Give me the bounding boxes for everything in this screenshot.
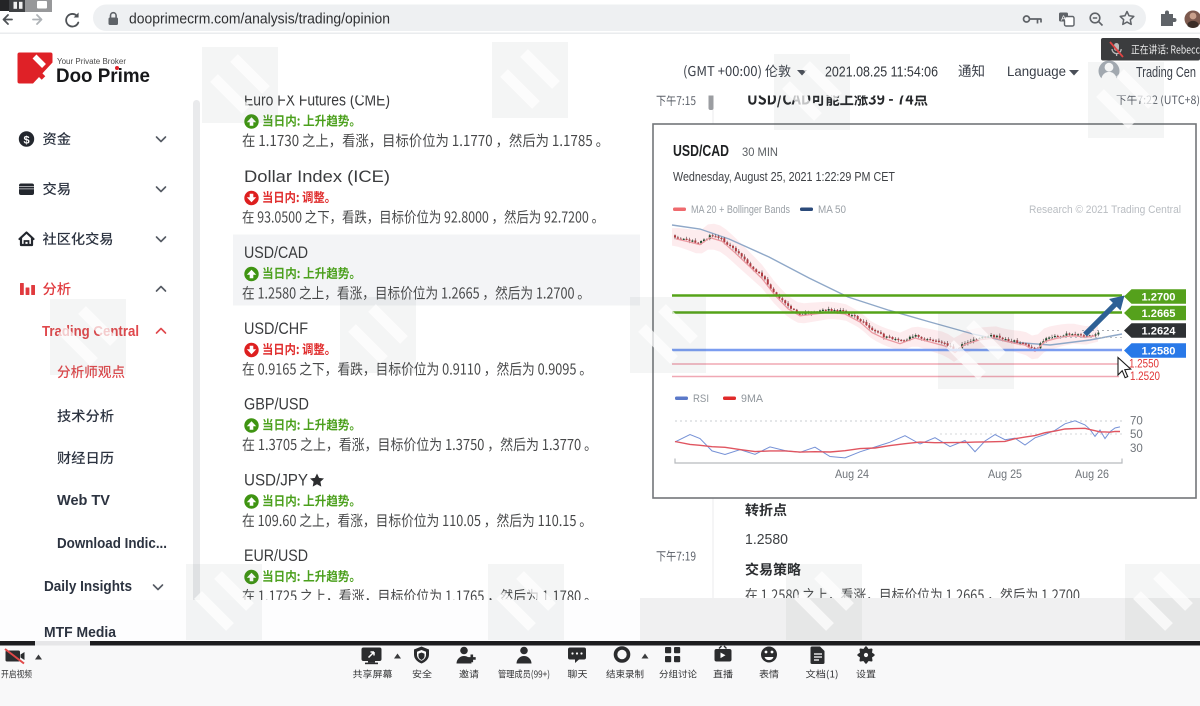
svg-text:Research © 2021 Trading Centra: Research © 2021 Trading Central <box>1029 204 1181 216</box>
svg-text:MA 50: MA 50 <box>818 204 846 216</box>
svg-text:USD/CAD: USD/CAD <box>244 243 308 262</box>
svg-text:EUR/USD: EUR/USD <box>244 546 308 565</box>
svg-text:1.2580: 1.2580 <box>745 532 788 548</box>
svg-text:MTF Media: MTF Media <box>44 624 117 641</box>
svg-text:1.2700: 1.2700 <box>1142 291 1176 303</box>
svg-text:30 MIN: 30 MIN <box>742 145 778 159</box>
svg-text:$: $ <box>23 135 29 147</box>
svg-text:USD/CHF: USD/CHF <box>244 319 308 338</box>
svg-text:Language: Language <box>1007 63 1066 79</box>
svg-text:Daily Insights: Daily Insights <box>44 578 132 595</box>
svg-text:A: A <box>1061 14 1066 23</box>
svg-text:USD/CAD: USD/CAD <box>673 143 729 160</box>
svg-text:Aug 25: Aug 25 <box>988 469 1022 481</box>
svg-text:Dollar Index (ICE): Dollar Index (ICE) <box>244 167 390 186</box>
svg-text:1.2665: 1.2665 <box>1142 308 1176 320</box>
svg-text:30: 30 <box>1130 443 1143 455</box>
svg-text:dooprimecrm.com/analysis/tradi: dooprimecrm.com/analysis/trading/opinion <box>129 11 390 28</box>
svg-text:1.2580: 1.2580 <box>1142 345 1176 357</box>
svg-text:70: 70 <box>1130 416 1143 428</box>
svg-text:50: 50 <box>1130 429 1143 441</box>
svg-text:Download Indic...: Download Indic... <box>57 535 167 552</box>
svg-text:Aug 24: Aug 24 <box>835 469 870 481</box>
svg-text:USD/JPY: USD/JPY <box>244 471 308 490</box>
svg-text:Doo Prime: Doo Prime <box>56 65 150 87</box>
svg-text:Your Private Broker: Your Private Broker <box>57 57 126 66</box>
svg-text:Trading Cen: Trading Cen <box>1136 65 1196 81</box>
svg-text:1.2624: 1.2624 <box>1142 325 1177 337</box>
svg-text:Wednesday, August 25, 2021 1:2: Wednesday, August 25, 2021 1:22:29 PM CE… <box>673 169 895 184</box>
svg-text:1.2520: 1.2520 <box>1130 369 1160 383</box>
svg-text:2021.08.25 11:54:06: 2021.08.25 11:54:06 <box>825 64 938 81</box>
svg-text:Web TV: Web TV <box>57 492 110 509</box>
svg-text:1.2550: 1.2550 <box>1129 357 1159 371</box>
svg-text:MA 20 + Bollinger Bands: MA 20 + Bollinger Bands <box>691 204 790 216</box>
svg-text:9MA: 9MA <box>741 393 764 405</box>
svg-text:Aug 26: Aug 26 <box>1075 469 1109 481</box>
svg-text:RSI: RSI <box>693 393 709 405</box>
svg-text:GBP/USD: GBP/USD <box>244 395 309 414</box>
